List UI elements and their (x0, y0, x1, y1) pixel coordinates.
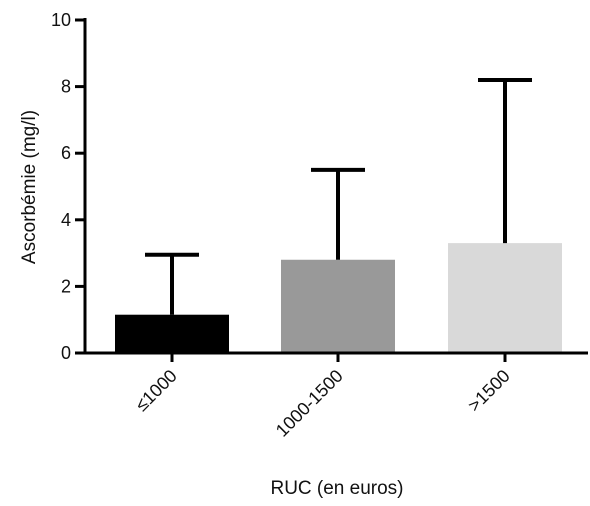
y-tick-label: 6 (61, 143, 71, 163)
y-tick-label: 0 (61, 343, 71, 363)
x-tick-label: ≤1000 (131, 366, 180, 415)
bar (115, 314, 229, 353)
y-tick-label: 2 (61, 276, 71, 296)
labels-layer: ≤1000 1000-1500 >1500 0 2 4 6 8 10 (51, 10, 514, 441)
y-tick-label: 10 (51, 10, 71, 30)
axes-layer (75, 18, 588, 362)
x-tick-label: >1500 (464, 366, 514, 416)
bar (448, 243, 562, 353)
y-tick-label: 8 (61, 77, 71, 97)
x-tick-label: 1000-1500 (272, 366, 347, 441)
bars-layer (115, 243, 562, 353)
error-bars-layer (145, 77, 532, 315)
y-tick-label: 4 (61, 210, 71, 230)
x-axis-title: RUC (en euros) (270, 478, 403, 499)
bar (281, 259, 395, 353)
y-axis-title: Ascorbémie (mg/l) (19, 110, 40, 264)
